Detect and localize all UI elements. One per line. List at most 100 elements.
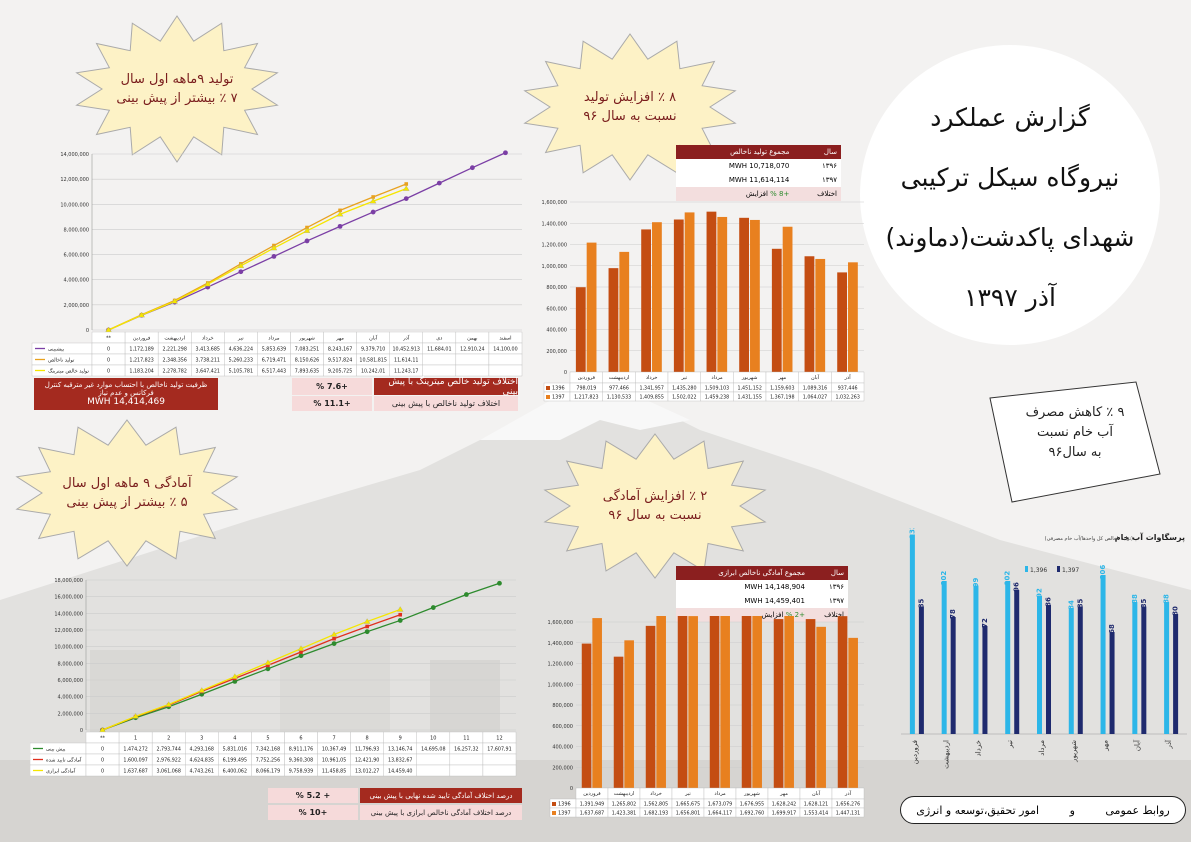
cumulative-availability-chart: 0 2,000,000 4,000,000 6,000,000 8,000,000 10,… [30, 578, 517, 777]
table-value: 11,796,93 [355, 747, 379, 753]
legend-label: آمادگی ابرازی [46, 768, 76, 775]
table-value: 4,636,224 [229, 347, 253, 353]
table-value: 1,423,381 [612, 811, 636, 817]
x-tick-label: خرداد [650, 791, 662, 797]
table-value: 2,348,356 [162, 358, 186, 364]
x-tick-label: آذر [1164, 739, 1173, 749]
table-value: 1,656,276 [836, 802, 860, 808]
x-tick-label: مرداد [711, 375, 723, 381]
x-tick-label: 6 [299, 736, 302, 742]
table-cell-bg [455, 364, 490, 377]
data-label: 102 [940, 571, 948, 586]
data-label: 106 [1099, 565, 1107, 580]
table-value: 2,793,744 [156, 747, 180, 753]
table-value: 1,664,117 [708, 811, 732, 817]
table-value: 1,341,957 [639, 386, 663, 392]
table-cell-bg [416, 764, 451, 777]
table-value: 1,692,760 [740, 811, 764, 817]
bar [815, 258, 826, 372]
y-tick-label: 14,000,000 [60, 152, 89, 158]
data-point [371, 195, 375, 199]
callout-line: ۷ ٪ بیشتر از پیش بینی [116, 91, 238, 106]
table-value: 1,665,675 [676, 802, 700, 808]
y-tick-label: 600,000 [546, 306, 567, 312]
prod-net-label: اختلاف تولید خالص میترینگ با پیش بینی [374, 377, 518, 397]
table-value: 6,517,443 [262, 369, 286, 375]
table-cell-bg [422, 364, 457, 377]
table-value: 11,684,01 [427, 347, 451, 353]
table-value: 1,217,823 [129, 358, 153, 364]
data-point [363, 618, 371, 624]
x-tick-label: 2 [167, 736, 170, 742]
capacity-value: 14,414,469 MWH [87, 397, 165, 407]
data-point [365, 624, 369, 629]
data-point [396, 606, 404, 612]
y-tick-label: 0 [564, 370, 567, 376]
y-tick-label: 0 [86, 328, 89, 334]
legend-label: 1397 [552, 395, 565, 401]
data-point [303, 227, 311, 233]
x-tick-label: شهریور [741, 375, 758, 381]
data-point [264, 659, 272, 665]
bar [773, 619, 784, 788]
starburst-shape [543, 433, 767, 579]
capacity-note: ظرفیت تولید ناخالص با احتساب موارد غیر م… [34, 378, 218, 410]
table-cell-bg [488, 353, 523, 366]
table-value: 8,243,167 [328, 347, 352, 353]
table-value: 1,682,193 [644, 811, 668, 817]
table-value: 9,517,824 [328, 358, 352, 364]
legend-label: 1396 [558, 802, 571, 808]
y-tick-label: 1,000,000 [542, 264, 567, 270]
data-point [338, 208, 342, 213]
data-point [430, 605, 436, 610]
table-cell: +2 % افزایش [761, 611, 805, 619]
legend-label: 1397 [558, 811, 571, 817]
x-tick-label: ** [106, 336, 112, 342]
y-tick-label: 0 [80, 728, 83, 734]
x-tick-label: 7 [332, 736, 335, 742]
table-value: 1,553,414 [804, 811, 828, 817]
table-value: 1,451,152 [737, 386, 761, 392]
legend-swatch [546, 395, 550, 399]
x-tick-label: بهمن [467, 336, 477, 342]
table-value: 6,199,495 [223, 758, 247, 764]
bar [941, 581, 947, 734]
table-value: 798,019 [576, 386, 596, 392]
data-point [265, 666, 271, 672]
x-tick-label: 3 [200, 736, 203, 742]
callout-line: نسبت به سال ۹۶ [608, 508, 702, 523]
table-cell: +8 % افزایش [745, 190, 790, 198]
table-value: 1,637,687 [123, 769, 147, 775]
table-cell-bg [449, 753, 484, 766]
y-tick-label: 4,000,000 [58, 695, 83, 701]
bar [1173, 614, 1179, 734]
y-tick-label: 4,000,000 [64, 278, 89, 284]
data-point [463, 592, 469, 597]
data-label: 86 [1045, 597, 1053, 607]
table-value: 5,105,781 [229, 369, 253, 375]
x-tick-label: 11 [463, 736, 469, 742]
y-tick-label: 10,000,000 [60, 202, 89, 208]
table-value: 1,509,103 [705, 386, 729, 392]
bar [673, 219, 684, 372]
title-line: نیروگاه سیکل ترکیبی [900, 163, 1120, 192]
footer-research: امور تحقیق،توسعه و انرژی [916, 803, 1040, 817]
table-cell: 14,459,401 MWH [744, 597, 805, 605]
table-value: 1,673,079 [708, 802, 732, 808]
data-point [403, 196, 409, 201]
data-label: 92 [1036, 588, 1044, 598]
bar [837, 616, 848, 788]
bar [717, 216, 728, 372]
avail-final-value: + 5.2 % [268, 788, 358, 803]
legend-label: پیش بینی [46, 747, 66, 753]
data-point [497, 580, 502, 586]
table-value: 1,367,198 [770, 395, 794, 401]
avail-decl-label: درصد اختلاف آمادگی ناخالص ابرازی با پیش … [360, 805, 522, 820]
legend-label: تولید ناخالص [48, 358, 75, 364]
x-tick-label: تیر [684, 791, 691, 797]
data-point [298, 653, 304, 659]
table-cell: 11,614,114 MWH [728, 176, 790, 184]
y-tick-label: 12,000,000 [54, 628, 83, 634]
data-label: 99 [972, 578, 980, 588]
bar [688, 616, 698, 788]
